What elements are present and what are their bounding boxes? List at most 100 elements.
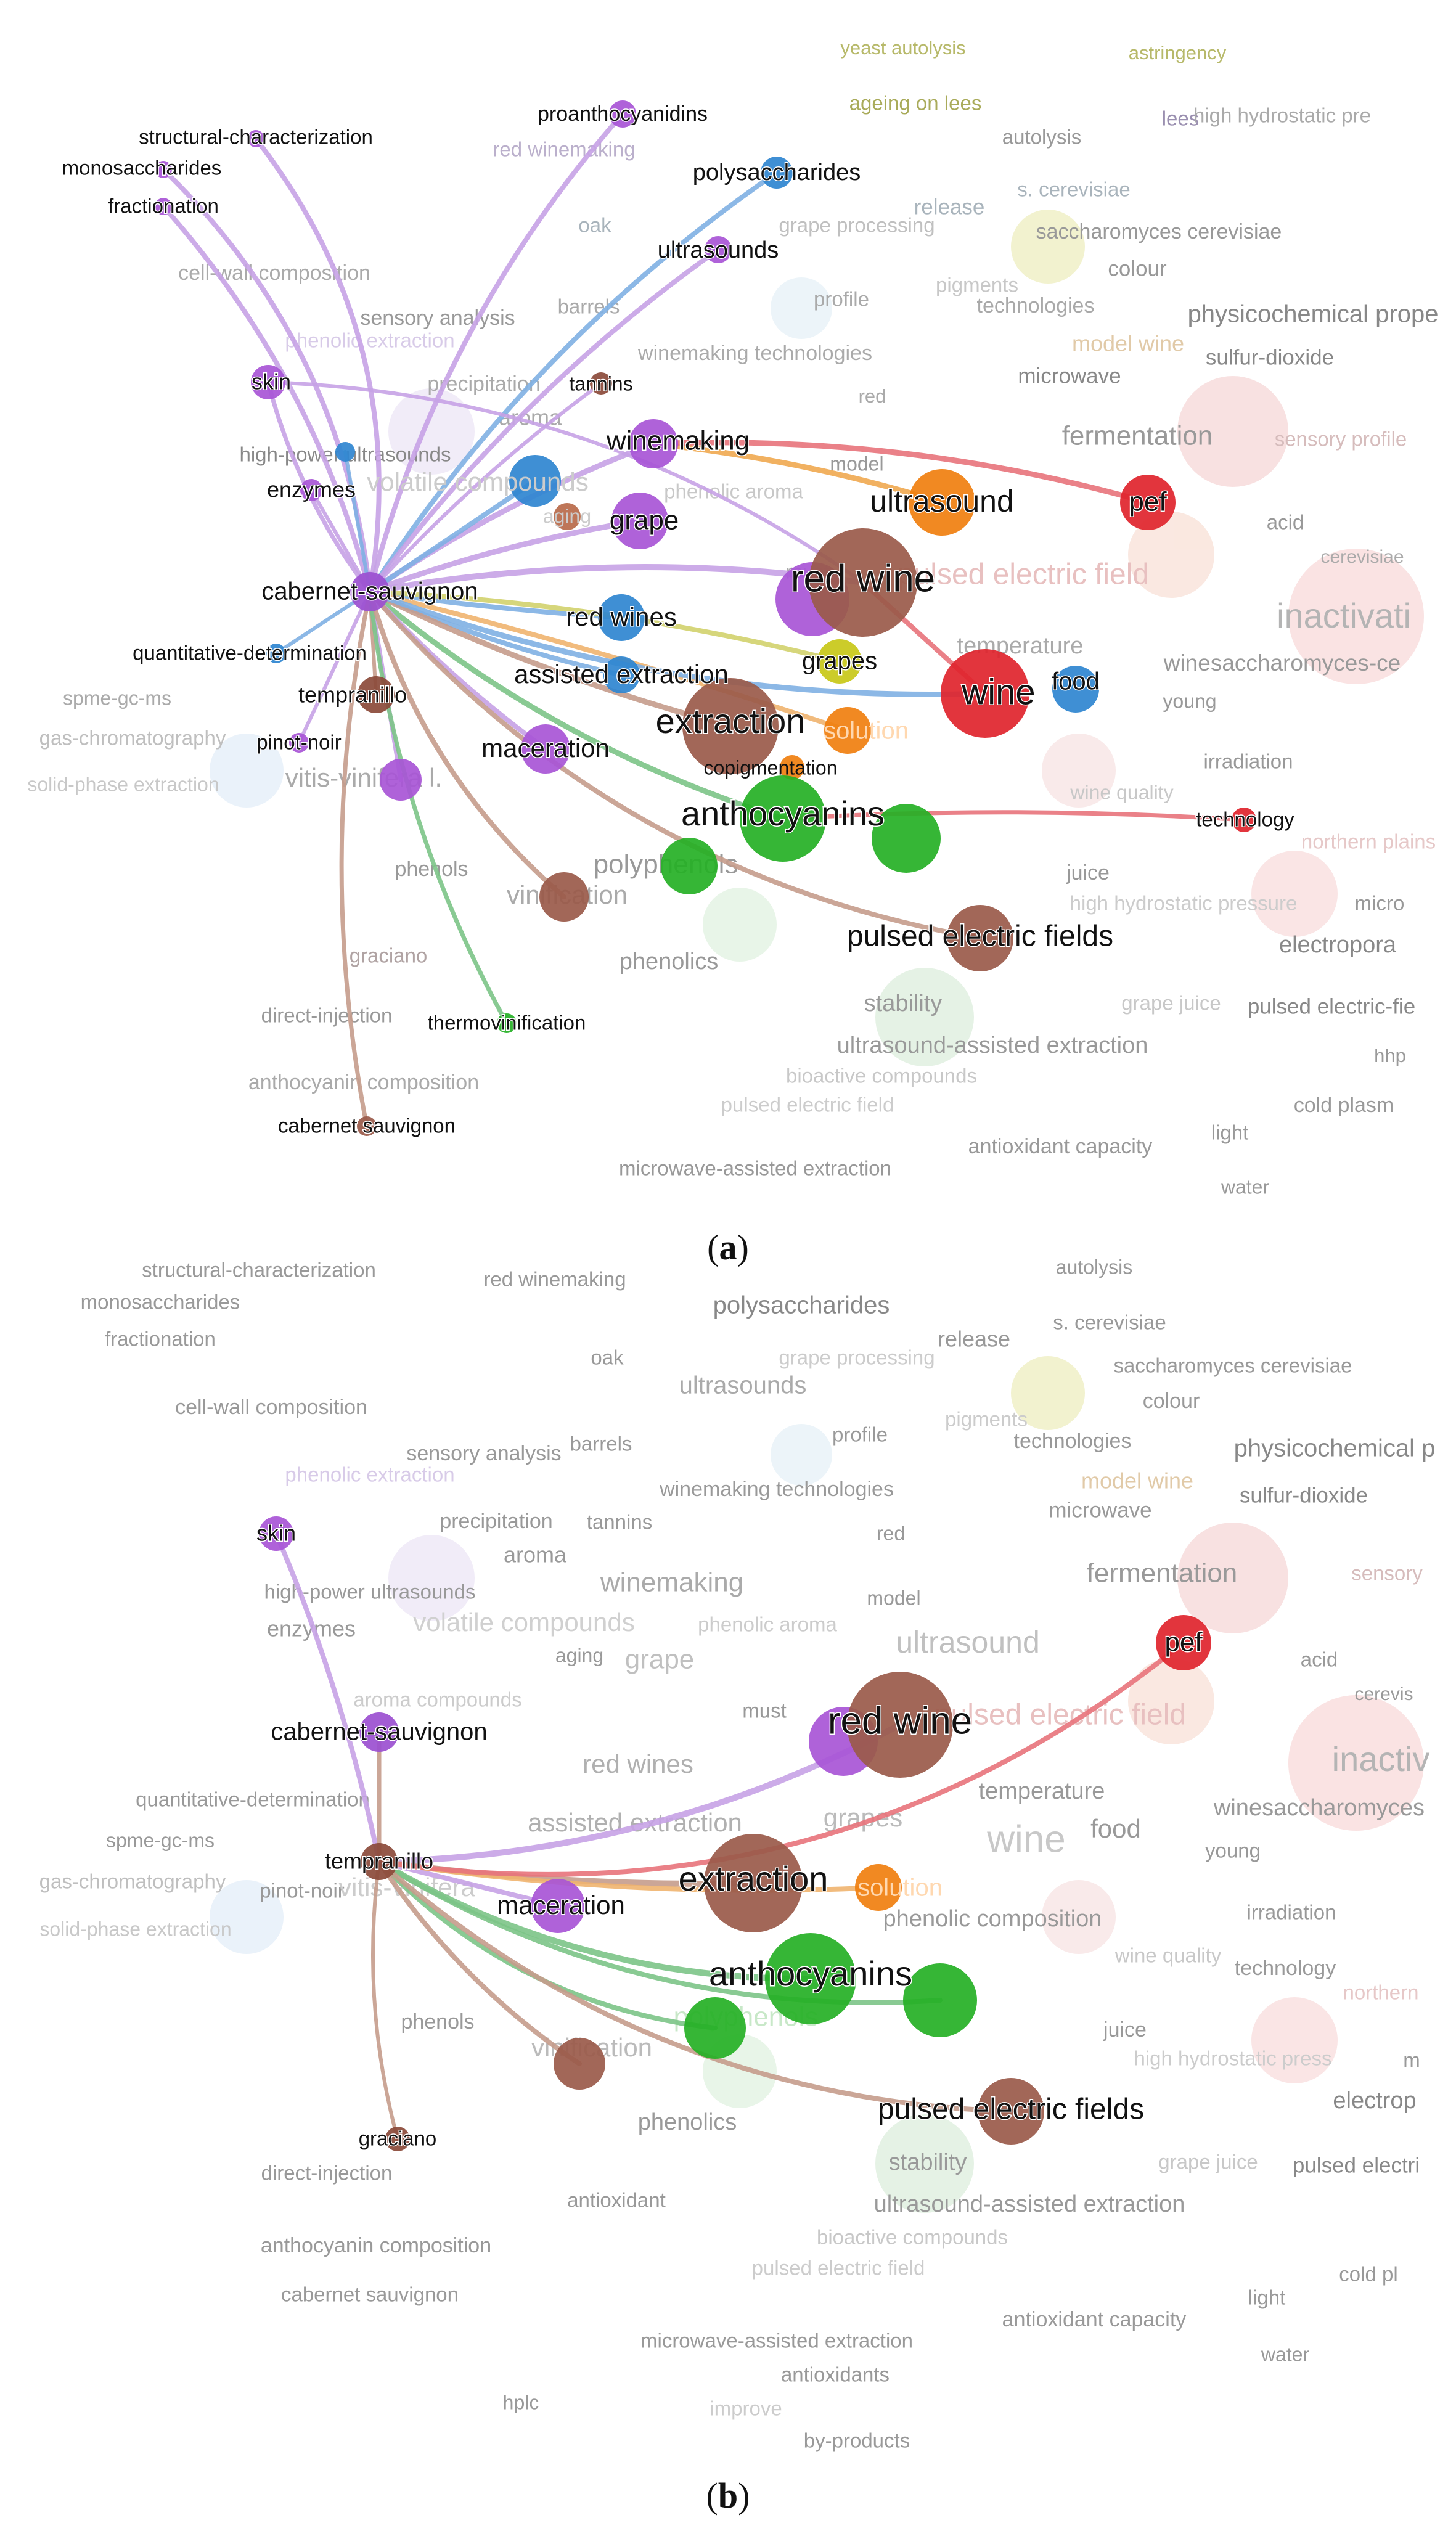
faded-node (771, 1424, 832, 1486)
faded-label-lees: lees (1162, 107, 1200, 130)
node-red-wine-purple[interactable] (809, 1707, 878, 1776)
faded-label-spme-gc-ms: spme-gc-ms (106, 1829, 215, 1851)
faded-label-solid-phase-extraction: solid-phase extraction (27, 773, 219, 795)
edge-cabernet-sauvignon-proanthocyanidins (367, 112, 625, 594)
faded-label-stability: stability (889, 2149, 967, 2175)
node-vinification[interactable] (554, 2038, 605, 2090)
node-label-cabernet-sauvignon: cabernet-sauvignon (271, 1719, 487, 1746)
node-anthocyanins[interactable] (740, 775, 826, 862)
edges (274, 1531, 1186, 2141)
node-skin[interactable] (251, 365, 285, 399)
faded-label-water: water (1261, 2343, 1310, 2365)
faded-label-light: light (1211, 1121, 1249, 1144)
node-polysaccharides[interactable] (761, 157, 793, 189)
node-vitis-vinifera[interactable] (380, 759, 422, 801)
node-enzymes[interactable] (300, 479, 322, 501)
node-wine[interactable] (941, 649, 1029, 738)
node-anthocyanins[interactable] (765, 1933, 856, 2024)
node-tempranillo[interactable] (361, 1843, 398, 1880)
node-food[interactable] (1052, 666, 1099, 713)
node-fractionation[interactable] (155, 198, 172, 215)
node-quantitative-determination[interactable] (266, 644, 286, 663)
edge-cabernet-sauvignon-fractionation (161, 204, 372, 594)
faded-label-autolysis: autolysis (1002, 126, 1081, 149)
node-grape[interactable] (611, 493, 668, 549)
faded-label-volatile-compounds: volatile compounds (413, 1608, 635, 1637)
faded-label-technology: technology (1235, 1957, 1336, 1980)
edge-cabernet-sauvignon-extraction (367, 589, 734, 729)
node-extraction[interactable] (682, 678, 779, 774)
overlay-labels: solution (857, 1875, 943, 1902)
faded-label-enzymes: enzymes (267, 1616, 356, 1642)
node-ultrasound[interactable] (909, 469, 975, 536)
node-label-quantitative-determination: quantitative-determination (133, 642, 367, 664)
node-solution[interactable] (824, 707, 871, 754)
node-winemaking[interactable] (629, 419, 678, 468)
faded-label-m: m (1403, 2049, 1420, 2072)
node-graciano[interactable] (385, 2127, 410, 2151)
faded-label-antioxidants: antioxidants (781, 2363, 890, 2386)
node-label-structural-characterization: structural-characterization (139, 126, 373, 149)
node-maceration[interactable] (531, 1879, 585, 1933)
node-technology[interactable] (1232, 808, 1256, 832)
node-grapes[interactable] (817, 639, 862, 684)
node-polyphenols-node[interactable] (684, 1997, 746, 2059)
node-cabernet-sauvignon[interactable] (350, 572, 390, 611)
panel-a: yeast autolysis astringency ageing on lees… (0, 0, 1456, 1224)
node-anthocyanins-2[interactable] (872, 804, 941, 873)
node-structural-characterization[interactable] (247, 130, 264, 147)
node-aging[interactable] (554, 503, 581, 530)
node-red-wine[interactable] (847, 1672, 953, 1778)
node-assisted-extraction[interactable] (603, 656, 640, 693)
node-solution[interactable] (855, 1864, 902, 1911)
node-pef[interactable] (1156, 1615, 1211, 1670)
edge-cabernet-sauvignon-anthocyanins (367, 589, 786, 822)
node-label-proanthocyanidins: proanthocyanidins (538, 102, 708, 126)
node-polyphenols-node[interactable] (661, 838, 718, 894)
node-pinot-noir[interactable] (289, 733, 309, 753)
faded-label-antioxidant-capacity: antioxidant capacity (968, 1135, 1153, 1158)
faded-label-acid: acid (1267, 511, 1304, 534)
node-pulsed-electric-fields[interactable] (947, 905, 1013, 971)
node-proanthocyanidins[interactable] (609, 100, 636, 128)
node-thermovinification[interactable] (497, 1013, 517, 1033)
node-volatile-compounds[interactable] (509, 455, 561, 507)
node-pulsed-electric-fields[interactable] (978, 2078, 1044, 2145)
faded-label-microwave: microwave (1049, 1498, 1151, 1522)
node-pef[interactable] (1120, 475, 1176, 530)
node-tannins[interactable] (590, 372, 612, 395)
edge-cabernet-sauvignon-polysaccharides (367, 170, 779, 594)
node-cabernet-sauvignon-2[interactable] (357, 1116, 377, 1136)
node-vinification[interactable] (539, 872, 589, 922)
node-monosaccharides[interactable] (155, 161, 172, 178)
faded-node (1128, 512, 1214, 598)
faded-label-quantitative-determination: quantitative-determination (136, 1788, 370, 1811)
node-red-wine[interactable] (809, 528, 917, 637)
faded-node (1251, 1997, 1338, 2083)
edge-tempranillo-red-wine (376, 1722, 903, 1865)
faded-label-aging: aging (555, 1644, 603, 1666)
node-label-red-wine: red wine (791, 557, 935, 600)
node-red-wines[interactable] (598, 594, 645, 641)
node-labels: skin cabernet-sauvignon pef red wine tempran… (255, 1519, 1203, 2151)
node-high-power-ultrasounds[interactable] (335, 442, 355, 462)
nodes (259, 1516, 1211, 2151)
faded-label-barrels: barrels (570, 1433, 632, 1455)
faded-node (875, 968, 974, 1066)
faded-label-electrop: electrop (1333, 2088, 1416, 2114)
node-copigmentation[interactable] (780, 755, 804, 780)
node-maceration[interactable] (521, 724, 570, 774)
node-tempranillo[interactable] (358, 676, 395, 713)
edge-cabernet-sauvignon-structural-characterization (253, 136, 382, 594)
node-ultrasounds[interactable] (705, 236, 732, 263)
faded-label-precipitation: precipitation (440, 1510, 552, 1533)
node-anthocyanins-2[interactable] (903, 1963, 977, 2037)
node-extraction[interactable] (704, 1834, 803, 1932)
node-cabernet-sauvignon[interactable] (359, 1712, 399, 1752)
node-label-grapes: grapes (802, 648, 877, 675)
faded-label-tannins: tannins (587, 1511, 652, 1534)
faded-label-cell-wall-composition: cell-wall composition (175, 1396, 367, 1419)
faded-label-model-wine: model wine (1072, 331, 1184, 356)
faded-node (1251, 851, 1338, 937)
node-skin[interactable] (259, 1516, 293, 1551)
